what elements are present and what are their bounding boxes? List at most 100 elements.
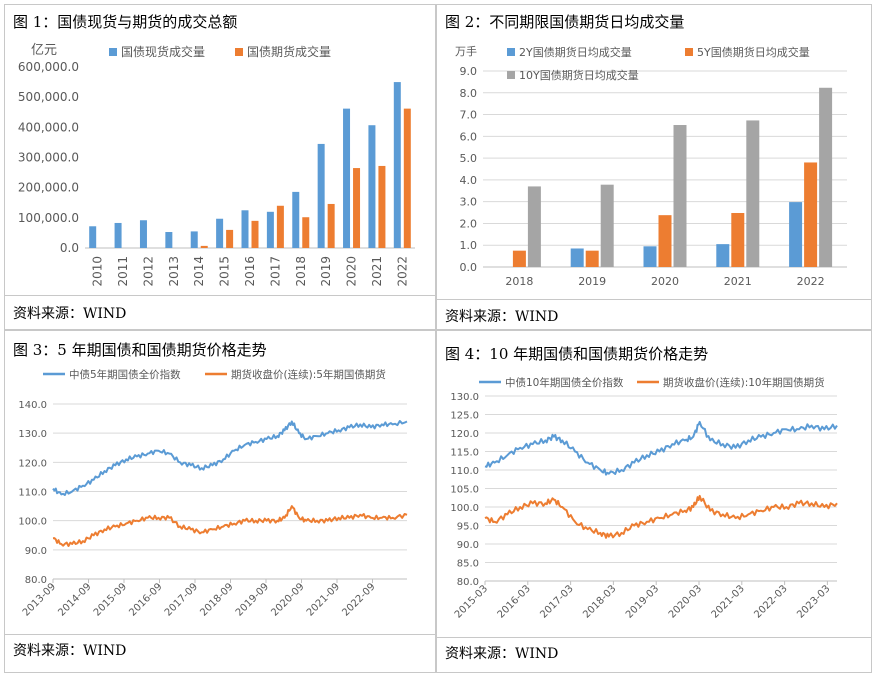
x-tick-label: 2012 [141, 256, 155, 287]
legend-label: 10Y国债期货日均成交量 [519, 68, 639, 82]
x-tick-label: 2022-09 [340, 581, 377, 618]
x-tick-label: 2010 [91, 256, 105, 287]
legend-swatch [507, 48, 515, 56]
y-tick-label: 120.0 [450, 429, 479, 440]
bar-chart-fig2: 万手 0.0 1.0 2.0 3.0 4.0 5.0 6.0 7.0 8.0 9.0 2018 2019… [455, 44, 847, 288]
y-tick-label: 400,000.0 [18, 120, 79, 134]
series-line-2 [484, 494, 838, 539]
y-tick-label: 90.0 [25, 546, 47, 557]
y-tick-label: 600,000.0 [18, 60, 79, 74]
x-tick-label: 2016 [243, 256, 257, 287]
source-note: 资料来源：WIND [13, 643, 127, 659]
bar-国债期货成交量-2016 [251, 220, 259, 248]
legend-label: 5Y国债期货日均成交量 [697, 45, 810, 59]
chart-title: 图 3：5 年期国债和国债期货价格走势 [13, 341, 267, 359]
legend-label: 国债现货成交量 [121, 44, 205, 59]
x-tick-label: 2018 [294, 256, 308, 287]
bar-国债现货成交量-2021 [368, 125, 376, 248]
y-tick-label: 85.0 [457, 559, 479, 570]
x-tick-label: 2016-03 [496, 583, 533, 620]
bar-国债现货成交量-2016 [241, 210, 249, 248]
bar-2Y国债期货日均成交量-2019 [570, 248, 584, 267]
y-tick-label: 100,000.0 [18, 211, 79, 225]
x-tick-label: 2020-09 [269, 581, 306, 618]
y-tick-label: 8.0 [460, 87, 478, 100]
x-tick-label: 2020 [345, 256, 359, 287]
chart-title: 图 2：不同期限国债期货日均成交量 [445, 13, 685, 31]
series-line-1 [52, 420, 408, 496]
y-tick-label: 110.0 [450, 466, 479, 477]
y-axis-unit-label: 万手 [455, 44, 477, 58]
y-tick-label: 7.0 [460, 109, 478, 122]
y-tick-label: 300,000.0 [18, 151, 79, 165]
y-tick-label: 90.0 [457, 540, 479, 551]
legend-swatch [685, 48, 693, 56]
y-tick-label: 3.0 [460, 196, 478, 209]
y-tick-label: 115.0 [450, 448, 479, 459]
divider [437, 637, 871, 638]
bar-国债现货成交量-2012 [139, 220, 147, 248]
divider [437, 299, 871, 300]
bar-国债期货成交量-2021 [378, 165, 386, 248]
line-chart-fig3: 80.0 90.0 100.0 110.0 120.0 130.0 140.0 2013-09… [18, 368, 408, 619]
chart-title: 图 1：国债现货与期货的成交总额 [13, 13, 238, 31]
bar-5Y国债期货日均成交量-2021 [731, 212, 745, 267]
x-tick-label: 2017-09 [163, 581, 200, 618]
y-tick-label: 4.0 [460, 174, 478, 187]
bar-国债期货成交量-2019 [327, 203, 335, 248]
series-line-2 [52, 505, 408, 547]
bar-国债现货成交量-2022 [393, 82, 401, 248]
bar-国债现货成交量-2010 [89, 226, 97, 248]
legend-label: 国债期货成交量 [247, 44, 331, 59]
bar-国债现货成交量-2015 [216, 218, 224, 248]
y-tick-label: 105.0 [450, 485, 479, 496]
y-tick-label: 110.0 [18, 488, 47, 499]
legend-swatch [507, 71, 515, 79]
y-tick-label: 5.0 [460, 152, 478, 165]
bar-国债现货成交量-2020 [343, 108, 351, 248]
source-note: 资料来源：WIND [445, 646, 559, 662]
bar-5Y国债期货日均成交量-2020 [658, 215, 672, 267]
x-tick-label: 2017 [268, 256, 282, 287]
bar-国债期货成交量-2022 [403, 108, 411, 248]
x-tick-label: 2023-03 [795, 583, 832, 620]
y-tick-label: 130.0 [18, 429, 47, 440]
x-tick-label: 2018 [505, 275, 533, 288]
x-tick-label: 2021-09 [305, 581, 342, 618]
y-tick-label: 1.0 [460, 239, 478, 252]
chart-panel-fig4: 图 4：10 年期国债和国债期货价格走势 80.0 85.0 90.0 95.0 100… [436, 330, 872, 673]
x-tick-label: 2020-03 [667, 583, 704, 620]
bar-5Y国债期货日均成交量-2018 [512, 250, 526, 267]
x-tick-label: 2017-03 [538, 583, 575, 620]
bar-国债期货成交量-2017 [276, 205, 284, 248]
chart-panel-fig2: 图 2：不同期限国债期货日均成交量 万手 0.0 1.0 2.0 3.0 4.0 5.0 6.… [436, 4, 872, 330]
series-line-1 [484, 420, 838, 476]
y-tick-label: 0.0 [60, 241, 79, 255]
bar-国债现货成交量-2018 [292, 191, 300, 248]
y-tick-label: 95.0 [457, 522, 479, 533]
bar-国债现货成交量-2014 [190, 231, 198, 248]
x-tick-label: 2021 [724, 275, 752, 288]
bar-国债现货成交量-2013 [165, 232, 173, 248]
bar-2Y国债期货日均成交量-2021 [716, 244, 730, 267]
y-tick-label: 140.0 [18, 400, 47, 411]
y-tick-label: 6.0 [460, 130, 478, 143]
x-tick-label: 2021-03 [710, 583, 747, 620]
legend-swatch [109, 48, 117, 56]
x-tick-label: 2018-03 [581, 583, 618, 620]
x-tick-label: 2013 [167, 256, 181, 287]
bar-国债期货成交量-2018 [302, 217, 310, 248]
bar-10Y国债期货日均成交量-2019 [600, 184, 614, 267]
x-tick-label: 2019-03 [624, 583, 661, 620]
legend-label: 2Y国债期货日均成交量 [519, 45, 632, 59]
bar-5Y国债期货日均成交量-2019 [585, 250, 599, 267]
bar-国债期货成交量-2014 [200, 245, 208, 248]
bar-国债期货成交量-2015 [226, 229, 234, 248]
chart-panel-fig1: 图 1：国债现货与期货的成交总额 亿元 0.0 100,000.0 200,000.0… [4, 4, 436, 330]
y-tick-label: 125.0 [450, 411, 479, 422]
x-tick-label: 2022 [797, 275, 825, 288]
source-note: 资料来源：WIND [13, 306, 127, 322]
x-tick-label: 2019 [319, 256, 333, 287]
legend-label: 中债10年期国债全价指数 [505, 376, 624, 389]
x-tick-label: 2019-09 [234, 581, 271, 618]
